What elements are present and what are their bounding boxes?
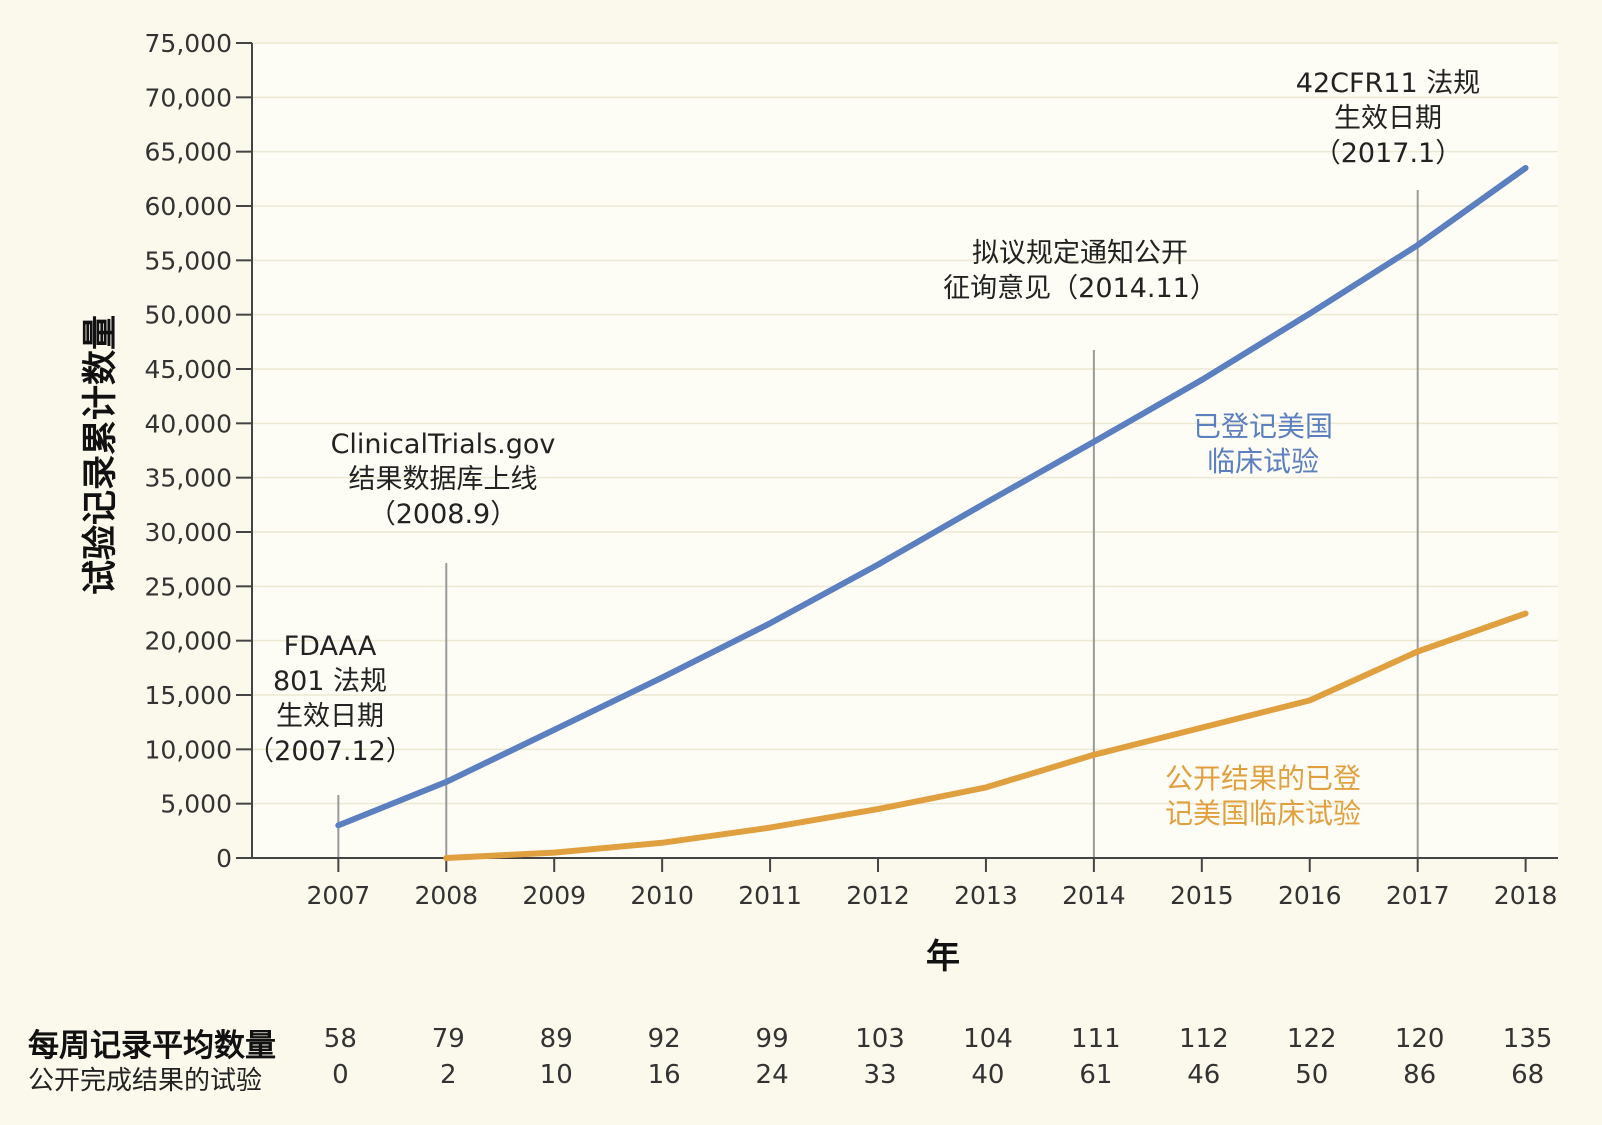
table-cell-weekly: 120 bbox=[1394, 1024, 1445, 1054]
x-tick-label: 2013 bbox=[954, 881, 1018, 910]
table-cell-weekly: 89 bbox=[539, 1024, 573, 1054]
series-line-results bbox=[443, 610, 1529, 861]
y-tick-label: 10,000 bbox=[145, 735, 232, 764]
annotation-label: 结果数据库上线 bbox=[349, 464, 538, 495]
table-cell-weekly: 135 bbox=[1502, 1024, 1553, 1054]
x-tick-label: 2010 bbox=[630, 881, 694, 910]
annotation-label: （2017.1） bbox=[1314, 138, 1462, 169]
y-tick-label: 15,000 bbox=[145, 681, 232, 710]
y-tick-label: 35,000 bbox=[145, 464, 232, 493]
table-cell-weekly: 58 bbox=[323, 1024, 357, 1054]
y-tick-label: 60,000 bbox=[145, 192, 232, 221]
y-tick-label: 5,000 bbox=[160, 790, 232, 819]
table-cell-results: 46 bbox=[1187, 1060, 1221, 1090]
table-cell-results: 2 bbox=[439, 1060, 457, 1090]
y-tick-label: 30,000 bbox=[145, 518, 232, 547]
table-cell-results: 0 bbox=[332, 1060, 349, 1090]
table-cell-results: 24 bbox=[755, 1060, 789, 1090]
annotation-label: FDAAA bbox=[284, 631, 377, 662]
table-cell-weekly: 92 bbox=[647, 1024, 681, 1054]
x-tick-label: 2012 bbox=[846, 881, 910, 910]
series-label: 记美国临床试验 bbox=[1165, 797, 1361, 830]
annotation-label: （2007.12） bbox=[247, 736, 413, 767]
x-tick-label: 2016 bbox=[1278, 881, 1342, 910]
y-tick-label: 75,000 bbox=[145, 29, 232, 58]
y-tick-label: 55,000 bbox=[145, 246, 232, 275]
annotation-label: ClinicalTrials.gov bbox=[331, 429, 556, 460]
y-tick-label: 65,000 bbox=[145, 138, 232, 167]
x-tick-label: 2017 bbox=[1386, 881, 1450, 910]
table-cell-results: 68 bbox=[1511, 1060, 1545, 1090]
annotation-label: 生效日期 bbox=[276, 701, 384, 732]
x-tick-label: 2011 bbox=[738, 881, 802, 910]
table-cell-results: 16 bbox=[647, 1060, 681, 1090]
x-tick-label: 2009 bbox=[522, 881, 586, 910]
y-tick-label: 50,000 bbox=[145, 301, 232, 330]
chart: 0 5,000 10,000 15,000 20,000 25,000 30,000 35,0… bbox=[81, 29, 1558, 977]
table-cell-results: 10 bbox=[539, 1060, 573, 1090]
x-axis-title: 年 bbox=[926, 937, 960, 977]
annotation-label: 拟议规定通知公开 bbox=[972, 238, 1188, 269]
table-cell-weekly: 103 bbox=[855, 1024, 905, 1054]
x-tick-label: 2015 bbox=[1170, 881, 1234, 910]
y-tick-label: 45,000 bbox=[145, 355, 232, 384]
series-label: 已登记美国 bbox=[1193, 410, 1333, 443]
annotation-label: 生效日期 bbox=[1334, 103, 1442, 134]
table-cell-weekly: 122 bbox=[1286, 1024, 1337, 1054]
table-cell-results: 86 bbox=[1403, 1060, 1437, 1090]
annotation-label: 42CFR11 法规 bbox=[1296, 68, 1480, 99]
table-cell-results: 40 bbox=[971, 1060, 1005, 1090]
plot-area bbox=[252, 43, 1558, 858]
table-cell-results: 50 bbox=[1295, 1060, 1329, 1090]
x-tick-label: 2008 bbox=[414, 881, 478, 910]
weekly-records-table: 每周记录平均数量 公开完成结果的试验 58 0 79 2 89 10 92 16 99 24 103… bbox=[0, 1010, 1602, 1100]
series-label: 临床试验 bbox=[1207, 445, 1319, 478]
series-label: 公开结果的已登 bbox=[1165, 762, 1361, 795]
annotation-label: 征询意见（2014.11） bbox=[943, 273, 1217, 304]
y-tick-label: 0 bbox=[216, 844, 232, 873]
table-cell-weekly: 111 bbox=[1071, 1024, 1121, 1054]
y-tick-label: 40,000 bbox=[145, 409, 232, 438]
table-cell-weekly: 112 bbox=[1178, 1024, 1229, 1054]
table-cell-weekly: 99 bbox=[755, 1024, 789, 1054]
annotation-label: 801 法规 bbox=[273, 666, 387, 697]
series-line-registered bbox=[335, 165, 1529, 829]
x-tick-label: 2018 bbox=[1494, 881, 1558, 910]
x-tick-label: 2014 bbox=[1062, 881, 1126, 910]
y-tick-label: 70,000 bbox=[145, 83, 232, 112]
table-cell-results: 33 bbox=[863, 1060, 897, 1090]
y-tick-label: 20,000 bbox=[145, 627, 232, 656]
table-row1-label: 每周记录平均数量 bbox=[28, 1028, 276, 1064]
table-cell-weekly: 79 bbox=[431, 1024, 465, 1054]
y-tick-label: 25,000 bbox=[145, 572, 232, 601]
table-cell-weekly: 104 bbox=[963, 1024, 1013, 1054]
table-row2-label: 公开完成结果的试验 bbox=[28, 1066, 263, 1096]
annotation-label: （2008.9） bbox=[369, 499, 517, 530]
y-axis-title: 试验记录累计数量 bbox=[81, 315, 121, 595]
table-cell-results: 61 bbox=[1079, 1060, 1113, 1090]
x-tick-label: 2007 bbox=[307, 881, 371, 910]
